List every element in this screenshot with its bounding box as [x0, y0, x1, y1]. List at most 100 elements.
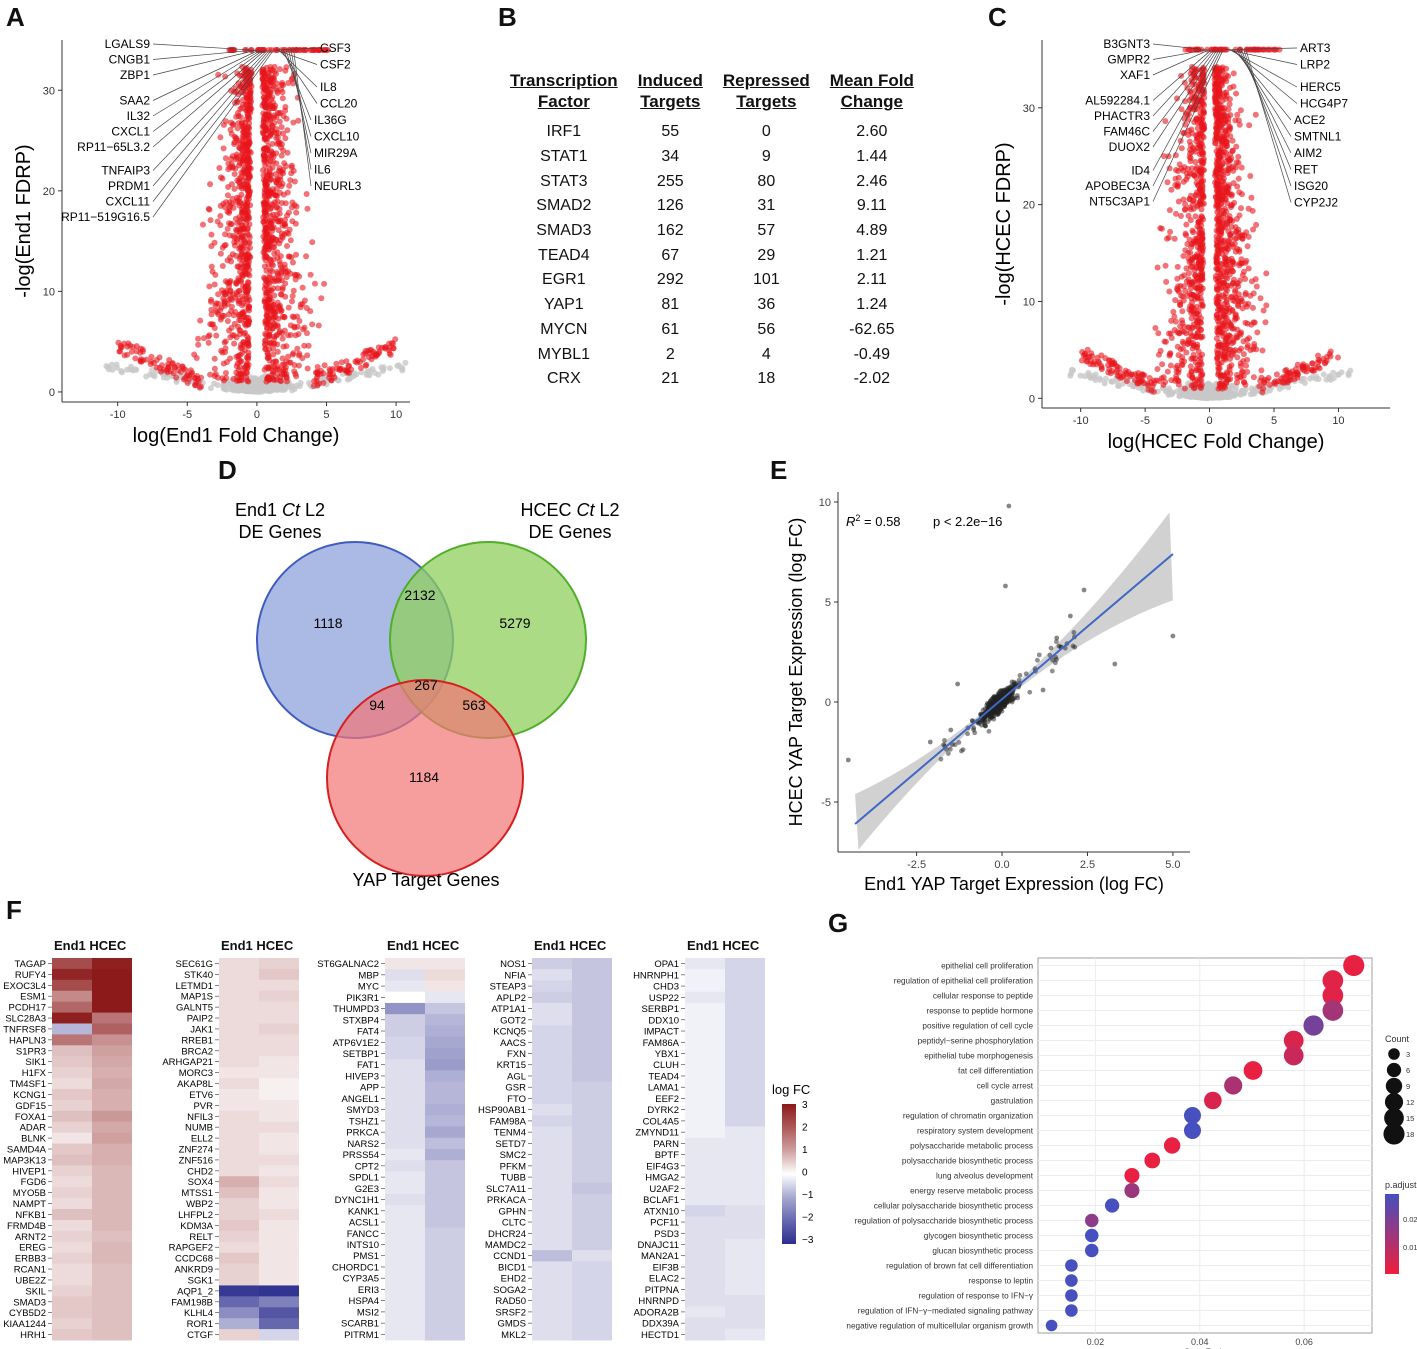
point-significant	[261, 247, 268, 254]
point-significant	[231, 171, 238, 178]
point-significant	[217, 307, 224, 314]
point-significant	[1244, 356, 1251, 363]
point-significant	[236, 162, 243, 169]
point-significant	[1166, 351, 1173, 358]
point-significant	[1154, 264, 1161, 271]
point-significant	[1198, 377, 1205, 384]
point-significant	[137, 349, 144, 356]
point-significant	[1127, 371, 1134, 378]
table-cell: 31	[757, 197, 776, 215]
point-significant	[1335, 354, 1342, 361]
point-significant	[212, 271, 219, 278]
point-significant	[303, 330, 310, 337]
point-significant	[1239, 235, 1246, 242]
point-significant	[1191, 72, 1198, 79]
point-significant	[268, 148, 275, 155]
point-significant	[273, 185, 280, 192]
table-cell: 61	[661, 320, 680, 338]
point-significant	[1186, 236, 1193, 243]
point-significant	[1299, 364, 1306, 371]
point-significant	[1172, 318, 1179, 325]
venn-title-yap: YAP Target Genes	[352, 870, 499, 890]
point-significant	[271, 307, 278, 314]
point-significant	[270, 302, 277, 309]
point-significant	[284, 189, 291, 196]
point-significant	[1250, 374, 1257, 381]
point-significant	[1214, 103, 1221, 110]
point-significant	[1192, 213, 1199, 220]
point-significant	[1162, 262, 1169, 269]
gene-label: ART3	[1300, 41, 1331, 55]
point-significant	[287, 322, 294, 329]
point-significant	[1186, 138, 1193, 145]
point-significant	[282, 293, 289, 300]
point-significant	[276, 118, 283, 125]
point-significant	[1238, 164, 1245, 171]
table-cell: 9	[761, 148, 771, 166]
point-significant	[1201, 124, 1208, 131]
point-significant	[1218, 359, 1225, 366]
point-significant	[280, 130, 287, 137]
point-significant	[1216, 306, 1223, 313]
point-significant	[287, 270, 294, 277]
point-significant	[246, 188, 253, 195]
point-significant	[226, 232, 233, 239]
point-significant	[244, 153, 251, 160]
point-significant	[1222, 261, 1229, 268]
gene-label: IL36G	[314, 113, 347, 127]
point-significant	[148, 353, 155, 360]
point-significant	[1111, 360, 1118, 367]
gene-label: RP11−519G16.5	[61, 210, 150, 224]
point-significant	[1234, 334, 1241, 341]
point-significant	[392, 336, 399, 343]
y-tick-label: 30	[1023, 103, 1035, 115]
point-significant	[244, 147, 251, 154]
point-significant	[224, 279, 231, 286]
venn-title-hcec-line2: DE Genes	[528, 522, 611, 542]
point-nonsignificant	[1239, 388, 1246, 395]
point-significant	[1243, 362, 1250, 369]
point-significant	[282, 367, 289, 374]
point-significant	[207, 217, 214, 224]
y-tick-label: 0	[1029, 393, 1035, 405]
point-significant	[1178, 328, 1185, 335]
point-significant	[211, 355, 218, 362]
point-significant	[1220, 213, 1227, 220]
point-significant	[263, 230, 270, 237]
point-significant	[1223, 72, 1230, 79]
point-significant	[211, 281, 218, 288]
point-significant	[173, 374, 180, 381]
point-significant	[301, 342, 308, 349]
point-significant	[321, 280, 328, 287]
x-tick-label: 2.5	[1080, 859, 1095, 871]
point-significant	[268, 261, 275, 268]
point-significant	[1197, 295, 1204, 302]
point-significant	[1294, 369, 1301, 376]
point-significant	[222, 155, 229, 162]
confidence-band	[855, 512, 1173, 850]
point-significant	[266, 166, 273, 173]
point-significant	[243, 203, 250, 210]
x-tick-label: -10	[1073, 415, 1089, 427]
point-significant	[1185, 270, 1192, 277]
point-significant	[270, 345, 277, 352]
point-significant	[233, 198, 240, 205]
point-significant	[231, 320, 238, 327]
point-significant	[295, 331, 302, 338]
point-significant	[224, 225, 231, 232]
point-significant	[267, 64, 274, 71]
x-axis-title: End1 YAP Target Expression (log FC)	[864, 874, 1164, 894]
x-tick-label: -5	[1140, 415, 1150, 427]
point-significant	[1282, 367, 1289, 374]
point-significant	[1185, 131, 1192, 138]
point-significant	[1230, 83, 1237, 90]
venn-count-end1-hcec: 2132	[404, 587, 435, 603]
point-significant	[1200, 259, 1207, 266]
leader-line	[1152, 49, 1210, 76]
point-significant	[221, 377, 228, 384]
y-tick-label: 10	[43, 286, 55, 298]
point-significant	[225, 311, 232, 318]
point-significant	[1190, 229, 1197, 236]
table-cell: 162	[656, 222, 684, 240]
